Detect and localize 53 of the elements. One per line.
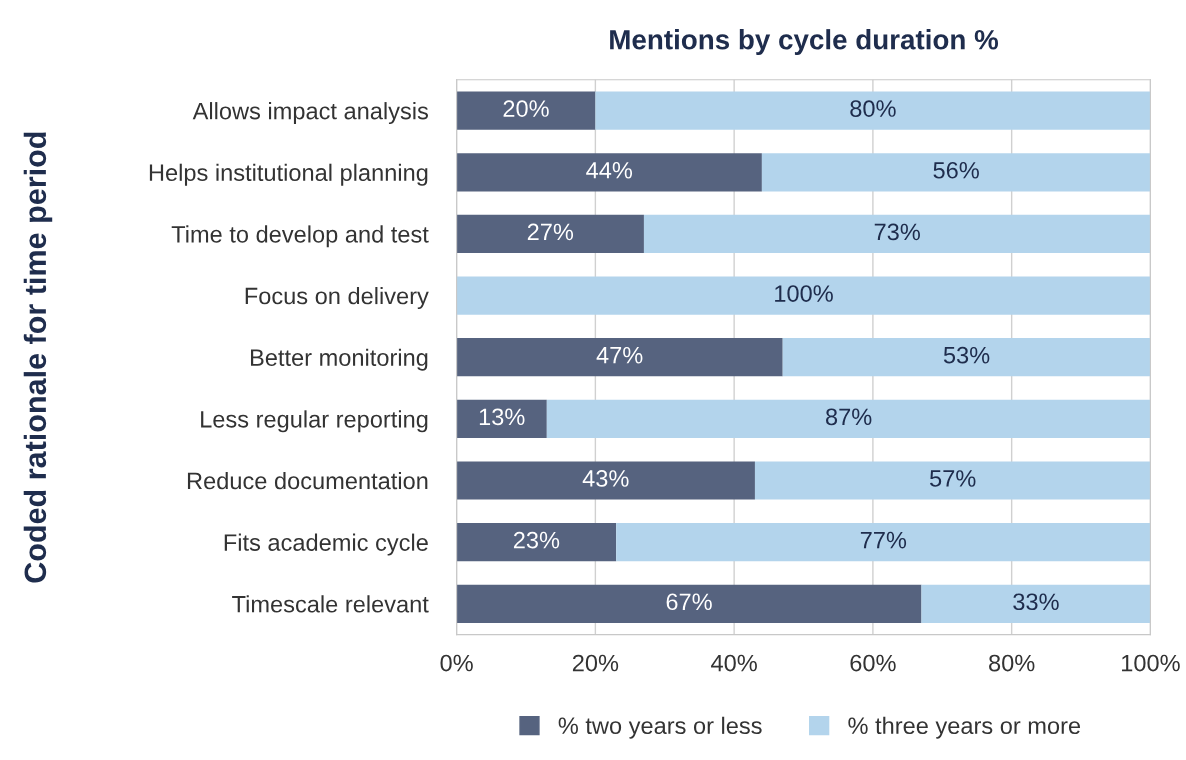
data-label: 57% bbox=[930, 470, 976, 487]
legend-label: % two years or less bbox=[558, 716, 762, 739]
bar bbox=[761, 153, 1151, 192]
data-label: 100% bbox=[775, 285, 833, 302]
x-tick-label: 0% bbox=[440, 654, 473, 672]
y-tick-label: Focus on delivery bbox=[245, 287, 429, 310]
bar bbox=[595, 91, 1151, 130]
x-tick-label: 40% bbox=[711, 654, 757, 672]
x-tick-label: 20% bbox=[572, 654, 619, 672]
y-axis-title: Coded rationale for time period bbox=[23, 132, 53, 583]
y-tick-label: Allows impact analysis bbox=[192, 102, 428, 125]
data-label: 20% bbox=[503, 100, 549, 117]
data-label: 43% bbox=[582, 470, 629, 487]
data-label: 44% bbox=[586, 161, 633, 179]
bar bbox=[643, 214, 1151, 254]
data-label: 27% bbox=[527, 223, 574, 241]
data-label: 13% bbox=[479, 408, 525, 426]
data-label: 87% bbox=[826, 408, 872, 426]
bar bbox=[456, 399, 547, 438]
data-label: 47% bbox=[596, 346, 643, 364]
data-label: 33% bbox=[1013, 593, 1059, 611]
data-label: 77% bbox=[860, 531, 907, 549]
bar bbox=[782, 338, 1151, 377]
bar bbox=[456, 276, 1151, 315]
x-tick-label: 100% bbox=[1122, 654, 1180, 672]
y-tick-label: Fits academic cycle bbox=[224, 533, 428, 556]
y-tick-label: Better monitoring bbox=[250, 348, 428, 371]
bar bbox=[456, 338, 783, 377]
y-tick-label: Time to develop and test bbox=[171, 225, 429, 248]
bar bbox=[546, 399, 1151, 438]
data-label: 67% bbox=[666, 593, 712, 611]
bar bbox=[754, 461, 1151, 500]
chart-title: Mentions by cycle duration % bbox=[610, 29, 999, 56]
bar bbox=[456, 523, 617, 562]
x-tick-label: 60% bbox=[850, 654, 896, 672]
bar bbox=[456, 584, 922, 623]
y-tick-label: Less regular reporting bbox=[201, 410, 428, 433]
data-label: 56% bbox=[933, 161, 979, 179]
legend-label: % three years or more bbox=[848, 716, 1081, 739]
data-label: 73% bbox=[874, 223, 920, 241]
bar bbox=[921, 584, 1151, 623]
bar bbox=[456, 153, 762, 192]
y-tick-label: Reduce documentation bbox=[187, 471, 428, 490]
data-label: 23% bbox=[513, 531, 560, 549]
bar bbox=[456, 214, 644, 254]
y-tick-label: Timescale relevant bbox=[232, 595, 429, 613]
data-label: 80% bbox=[850, 100, 896, 117]
bar bbox=[456, 461, 755, 500]
x-tick-label: 80% bbox=[989, 654, 1035, 672]
bar bbox=[456, 91, 596, 130]
data-label: 53% bbox=[943, 346, 990, 364]
bar bbox=[616, 523, 1151, 562]
y-tick-label: Helps institutional planning bbox=[149, 163, 428, 186]
